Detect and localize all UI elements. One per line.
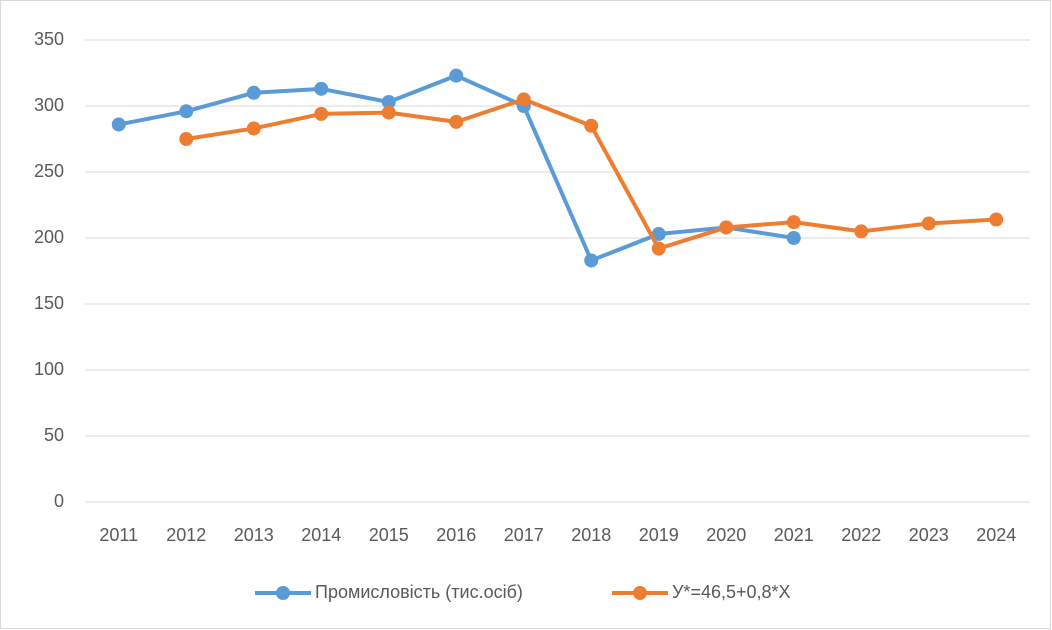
- point: [449, 114, 464, 129]
- x-tick-label: 2019: [639, 525, 679, 545]
- point: [921, 216, 936, 231]
- point: [786, 215, 801, 230]
- y-tick-label: 250: [34, 161, 64, 181]
- point: [854, 224, 869, 239]
- y-tick-label: 200: [34, 227, 64, 247]
- point: [516, 92, 531, 107]
- point: [651, 227, 666, 242]
- x-tick-label: 2013: [234, 525, 274, 545]
- point: [179, 132, 194, 146]
- y-tick-label: 300: [34, 95, 64, 115]
- point: [719, 220, 734, 235]
- x-tick-label: 2022: [841, 525, 881, 545]
- x-tick-label: 2014: [301, 525, 341, 545]
- point: [246, 85, 261, 100]
- y-tick-label: 100: [34, 359, 64, 379]
- x-tick-label: 2024: [976, 525, 1016, 545]
- point: [449, 68, 464, 83]
- legend-label: У*=46,5+0,8*Х: [672, 582, 791, 602]
- point: [314, 106, 329, 121]
- point: [381, 95, 396, 110]
- x-tick-label: 2023: [909, 525, 949, 545]
- x-tick-label: 2021: [774, 525, 814, 545]
- point: [584, 118, 599, 133]
- x-tick-label: 2015: [369, 525, 409, 545]
- x-tick-label: 2020: [706, 525, 746, 545]
- point: [786, 231, 801, 245]
- legend-label: Промисловість (тис.осіб): [315, 582, 523, 602]
- y-tick-label: 150: [34, 293, 64, 313]
- x-tick-label: 2018: [571, 525, 611, 545]
- legend-marker: [276, 586, 290, 600]
- y-tick-label: 50: [44, 425, 64, 445]
- point: [314, 81, 329, 96]
- point: [989, 212, 1004, 227]
- point: [584, 253, 599, 268]
- y-tick-label: 350: [34, 29, 64, 49]
- point: [111, 117, 126, 132]
- y-tick-label: 0: [54, 491, 64, 511]
- point: [651, 241, 666, 256]
- x-tick-label: 2017: [504, 525, 544, 545]
- legend-marker: [633, 586, 647, 600]
- x-tick-label: 2016: [436, 525, 476, 545]
- x-tick-label: 2012: [166, 525, 206, 545]
- point: [246, 121, 261, 136]
- point: [381, 105, 396, 120]
- x-tick-label: 2011: [99, 525, 138, 545]
- point: [179, 104, 194, 119]
